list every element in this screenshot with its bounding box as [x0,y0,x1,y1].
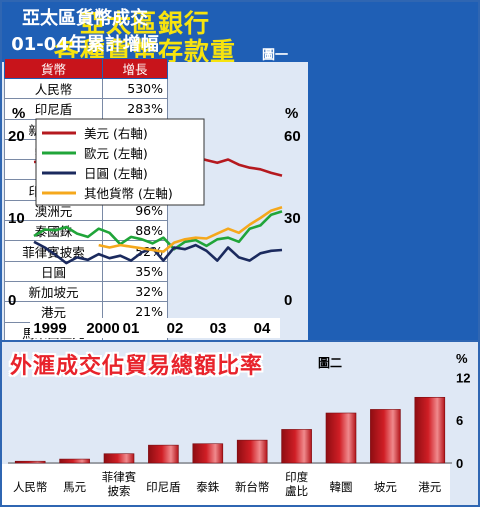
bar-category-label: 披索 [108,484,131,498]
bar-category-label: 港元 [418,480,441,494]
growth-table-title-line1: 亞太區貨幣成交 [22,8,148,29]
bar-category-label: 馬元 [63,480,86,494]
x-axis-tick-label: 1999 [33,320,66,337]
bar [192,443,224,464]
table-row: 日圓 35% [4,260,168,282]
x-axis-tick-label: 2000 [86,320,119,337]
currency-cell: 新加坡元 [4,280,103,303]
bar [103,453,135,464]
legend-label: 其他貨幣 (左軸) [84,186,173,201]
series-line-2 [33,240,283,265]
left-axis-tick: 10 [8,210,25,227]
bar [236,439,268,464]
currency-cell: 日圓 [4,260,103,282]
bar [414,396,446,464]
figure-2-label: 圖二 [318,356,343,370]
line-chart-header [2,2,308,62]
table-row: 印尼盾 283% [4,98,168,120]
bar [281,429,312,464]
legend-label: 日圓 (左軸) [84,166,148,181]
right-axis-tick: 30 [284,210,301,227]
bar [325,412,357,464]
left-axis-tick: 20 [8,128,25,145]
series-line-3 [98,206,283,253]
right-axis-tick: 0 [284,292,292,309]
table-row: 港元 21% [4,301,168,323]
x-axis-tick-label: 01 [123,320,140,337]
column-header-currency: 貨幣 [4,58,103,79]
growth-table-title-line2: 01-04年累計增幅 [11,34,159,55]
bar-y-unit: % [456,351,468,366]
growth-cell: 530% [102,77,168,100]
growth-cell: 283% [102,98,168,120]
right-axis-tick: 60 [284,128,301,145]
left-axis-tick: 0 [8,292,16,309]
bar-y-tick: 0 [456,456,463,471]
bar-category-label: 菲律賓 [102,470,137,484]
bar-y-tick: 12 [456,370,470,385]
bar-category-label: 泰銖 [196,480,219,494]
x-axis-label-band [30,318,280,338]
bar-chart-title: 外滙成交佔貿易總額比率 [10,354,264,379]
bar-category-label: 人民幣 [13,480,48,494]
bar-chart-category-band [2,464,450,505]
bar [14,460,46,464]
figure-1-label: 圖一 [262,48,289,63]
x-axis-tick-label: 02 [167,320,184,337]
right-axis-unit: % [285,105,298,122]
legend-label: 歐元 (左軸) [84,146,148,161]
x-axis-tick-label: 03 [210,320,227,337]
left-axis-unit: % [12,105,25,122]
bar-category-label: 韓圜 [330,480,353,494]
bar-category-label: 印尼盾 [146,480,181,494]
bar [148,444,179,464]
series-line-1 [33,210,283,251]
column-header-growth: 增長 [102,58,168,79]
bar [370,409,401,464]
line-chart-title-line1: 亞太區銀行 [79,9,210,38]
bar-category-label: 印度 [285,470,308,484]
bar-y-tick: 6 [456,413,463,428]
bar-category-label: 盧比 [285,484,308,498]
bar-category-label: 新台幣 [235,480,270,494]
bar [59,458,90,464]
growth-table-panel [308,2,478,340]
table-row: 新加坡元 32% [4,280,168,303]
growth-cell: 32% [102,280,168,303]
bar-category-label: 坡元 [374,480,397,494]
legend-label: 美元 (右軸) [84,126,148,141]
x-axis-tick-label: 04 [254,320,271,337]
